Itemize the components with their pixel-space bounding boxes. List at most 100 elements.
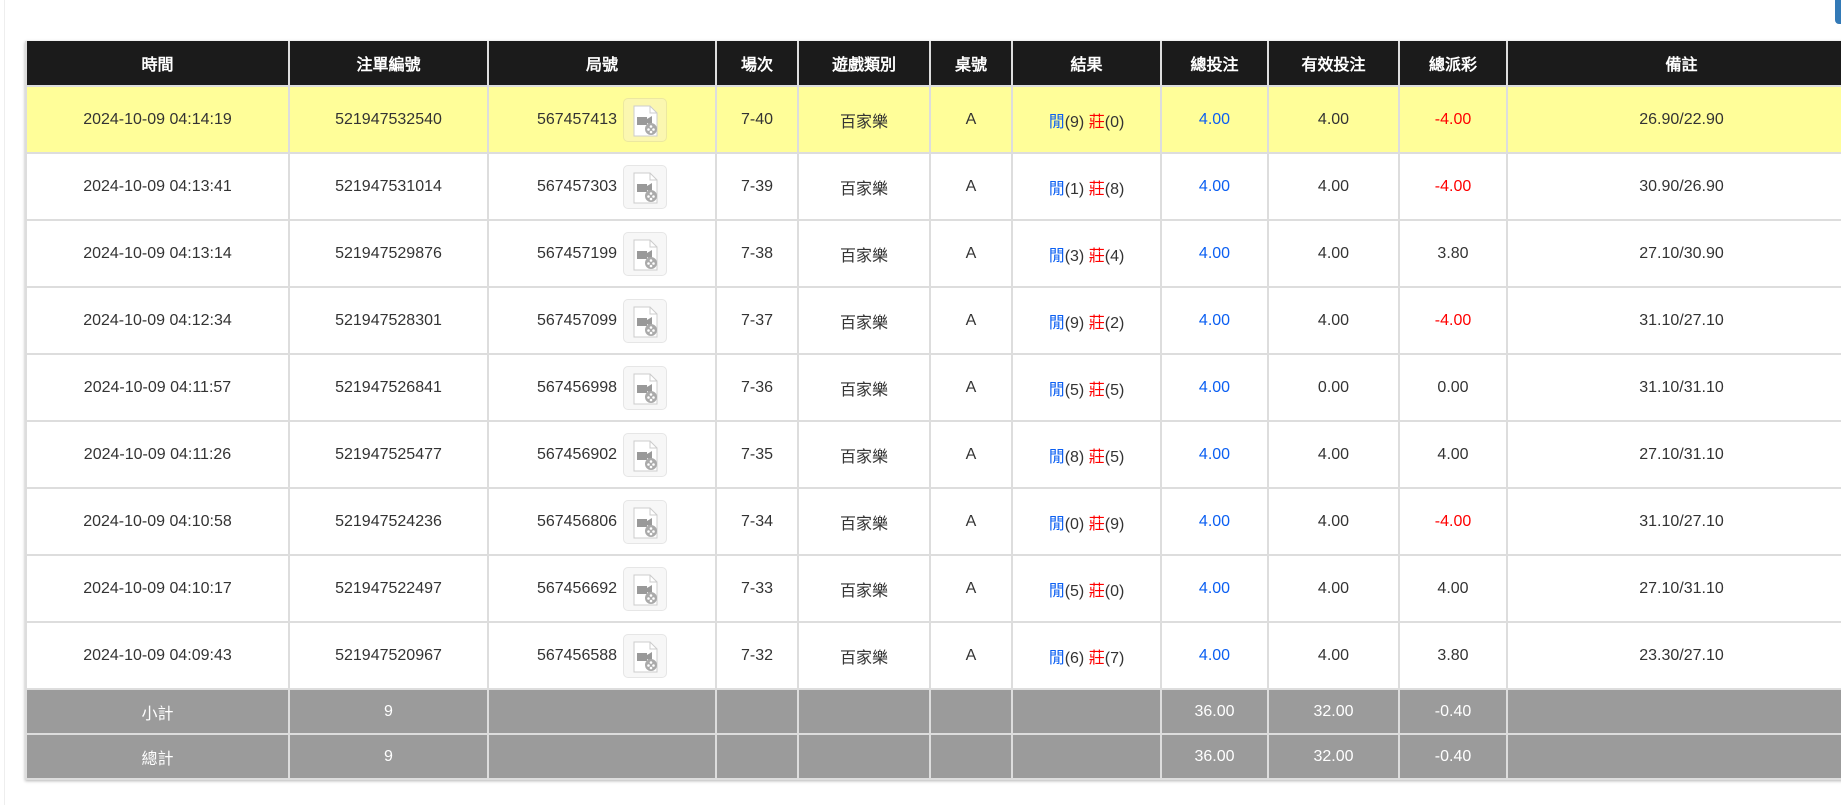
column-header-round[interactable]: 局號 (487, 41, 717, 87)
bet-id-cell: 521947531014 (288, 152, 489, 221)
payout-cell: -4.00 (1398, 85, 1508, 154)
video-file-icon[interactable] (623, 566, 668, 611)
valid-bet-cell: 4.00 (1267, 420, 1400, 489)
column-header-valid-bet[interactable]: 有效投注 (1267, 41, 1400, 87)
video-file-icon[interactable] (623, 432, 668, 477)
column-header-table-no[interactable]: 桌號 (929, 41, 1013, 87)
shoe-cell: 7-32 (715, 621, 799, 690)
shoe-cell: 7-39 (715, 152, 799, 221)
subtotal-payout: -0.40 (1398, 688, 1508, 735)
column-header-shoe[interactable]: 場次 (715, 41, 799, 87)
result-cell: 閒(1) 莊(8) (1011, 152, 1162, 221)
video-file-icon[interactable] (623, 164, 668, 209)
table-row[interactable]: 2024-10-09 04:11:57 521947526841 5674569… (25, 353, 1841, 422)
table-row[interactable]: 2024-10-09 04:13:14 521947529876 5674571… (25, 219, 1841, 288)
banker-score: (0) (1104, 582, 1125, 600)
game-type-cell: 百家樂 (797, 152, 931, 221)
shoe-cell: 7-35 (715, 420, 799, 489)
video-file-icon[interactable] (623, 298, 668, 343)
table-row[interactable]: 2024-10-09 04:10:17 521947522497 5674566… (25, 554, 1841, 623)
banker-label: 莊 (1088, 515, 1105, 533)
total-bet-cell: 4.00 (1160, 286, 1269, 355)
note-cell: 27.10/31.10 (1506, 554, 1841, 623)
payout-cell: 0.00 (1398, 353, 1508, 422)
subtotal-bet: 36.00 (1160, 688, 1269, 735)
note-cell: 31.10/31.10 (1506, 353, 1841, 422)
banker-label: 莊 (1088, 247, 1105, 265)
round-cell: 567456588 (487, 621, 717, 690)
table-no-cell: A (929, 219, 1013, 288)
table-row[interactable]: 2024-10-09 04:13:41 521947531014 5674573… (25, 152, 1841, 221)
valid-bet-cell: 4.00 (1267, 219, 1400, 288)
video-file-icon[interactable] (623, 499, 668, 544)
banker-label: 莊 (1088, 381, 1105, 399)
video-file-icon[interactable] (623, 231, 668, 276)
table-row[interactable]: 2024-10-09 04:10:58 521947524236 5674568… (25, 487, 1841, 556)
player-label: 閒 (1048, 448, 1065, 466)
valid-bet-cell: 4.00 (1267, 85, 1400, 154)
bet-id-cell: 521947525477 (288, 420, 489, 489)
subtotal-row: 小計 9 36.00 32.00 -0.40 (25, 688, 1841, 735)
total-bet-cell: 4.00 (1160, 85, 1269, 154)
player-score: (6) (1064, 649, 1085, 667)
total-count: 9 (288, 733, 489, 780)
total-bet-cell: 4.00 (1160, 152, 1269, 221)
banker-score: (8) (1104, 180, 1125, 198)
player-score: (8) (1064, 448, 1085, 466)
shoe-cell: 7-40 (715, 85, 799, 154)
top-right-button[interactable] (1835, 0, 1841, 24)
round-number: 567456692 (536, 579, 618, 597)
video-file-icon[interactable] (623, 365, 668, 410)
bet-id-cell: 521947524236 (288, 487, 489, 556)
column-header-result[interactable]: 結果 (1011, 41, 1162, 87)
payout-cell: -4.00 (1398, 286, 1508, 355)
column-header-total-bet[interactable]: 總投注 (1160, 41, 1269, 87)
time-cell: 2024-10-09 04:09:43 (25, 621, 290, 690)
video-file-icon[interactable] (623, 97, 668, 142)
table-row[interactable]: 2024-10-09 04:11:26 521947525477 5674569… (25, 420, 1841, 489)
result-cell: 閒(6) 莊(7) (1011, 621, 1162, 690)
video-file-icon[interactable] (623, 633, 668, 678)
banker-score: (0) (1104, 113, 1125, 131)
player-label: 閒 (1048, 649, 1065, 667)
game-type-cell: 百家樂 (797, 219, 931, 288)
subtotal-valid: 32.00 (1267, 688, 1400, 735)
table-no-cell: A (929, 554, 1013, 623)
banker-label: 莊 (1088, 448, 1105, 466)
game-type-cell: 百家樂 (797, 353, 931, 422)
game-type-cell: 百家樂 (797, 85, 931, 154)
round-cell: 567457413 (487, 85, 717, 154)
note-cell: 30.90/26.90 (1506, 152, 1841, 221)
column-header-time[interactable]: 時間 (25, 41, 290, 87)
round-cell: 567456998 (487, 353, 717, 422)
valid-bet-cell: 4.00 (1267, 621, 1400, 690)
player-score: (5) (1064, 381, 1085, 399)
column-header-payout[interactable]: 總派彩 (1398, 41, 1508, 87)
note-cell: 31.10/27.10 (1506, 487, 1841, 556)
time-cell: 2024-10-09 04:13:41 (25, 152, 290, 221)
time-cell: 2024-10-09 04:14:19 (25, 85, 290, 154)
table-row[interactable]: 2024-10-09 04:09:43 521947520967 5674565… (25, 621, 1841, 690)
banker-score: (9) (1104, 515, 1125, 533)
payout-cell: 3.80 (1398, 621, 1508, 690)
payout-cell: 4.00 (1398, 554, 1508, 623)
valid-bet-cell: 4.00 (1267, 286, 1400, 355)
game-type-cell: 百家樂 (797, 286, 931, 355)
column-header-bet-id[interactable]: 注單編號 (288, 41, 489, 87)
table-row[interactable]: 2024-10-09 04:12:34 521947528301 5674570… (25, 286, 1841, 355)
banker-score: (4) (1104, 247, 1125, 265)
round-cell: 567456692 (487, 554, 717, 623)
player-score: (3) (1064, 247, 1085, 265)
game-type-cell: 百家樂 (797, 554, 931, 623)
table-no-cell: A (929, 353, 1013, 422)
total-bet-cell: 4.00 (1160, 219, 1269, 288)
column-header-note[interactable]: 備註 (1506, 41, 1841, 87)
bet-records-table: 時間 注單編號 局號 場次 遊戲類別 桌號 結果 總投注 有效投注 總派彩 備註 2024-10-0… (25, 41, 1841, 780)
time-cell: 2024-10-09 04:10:58 (25, 487, 290, 556)
table-row[interactable]: 2024-10-09 04:14:19 521947532540 5674574… (25, 85, 1841, 154)
subtotal-count: 9 (288, 688, 489, 735)
payout-cell: -4.00 (1398, 487, 1508, 556)
table-no-cell: A (929, 85, 1013, 154)
player-label: 閒 (1048, 314, 1065, 332)
column-header-game-type[interactable]: 遊戲類別 (797, 41, 931, 87)
